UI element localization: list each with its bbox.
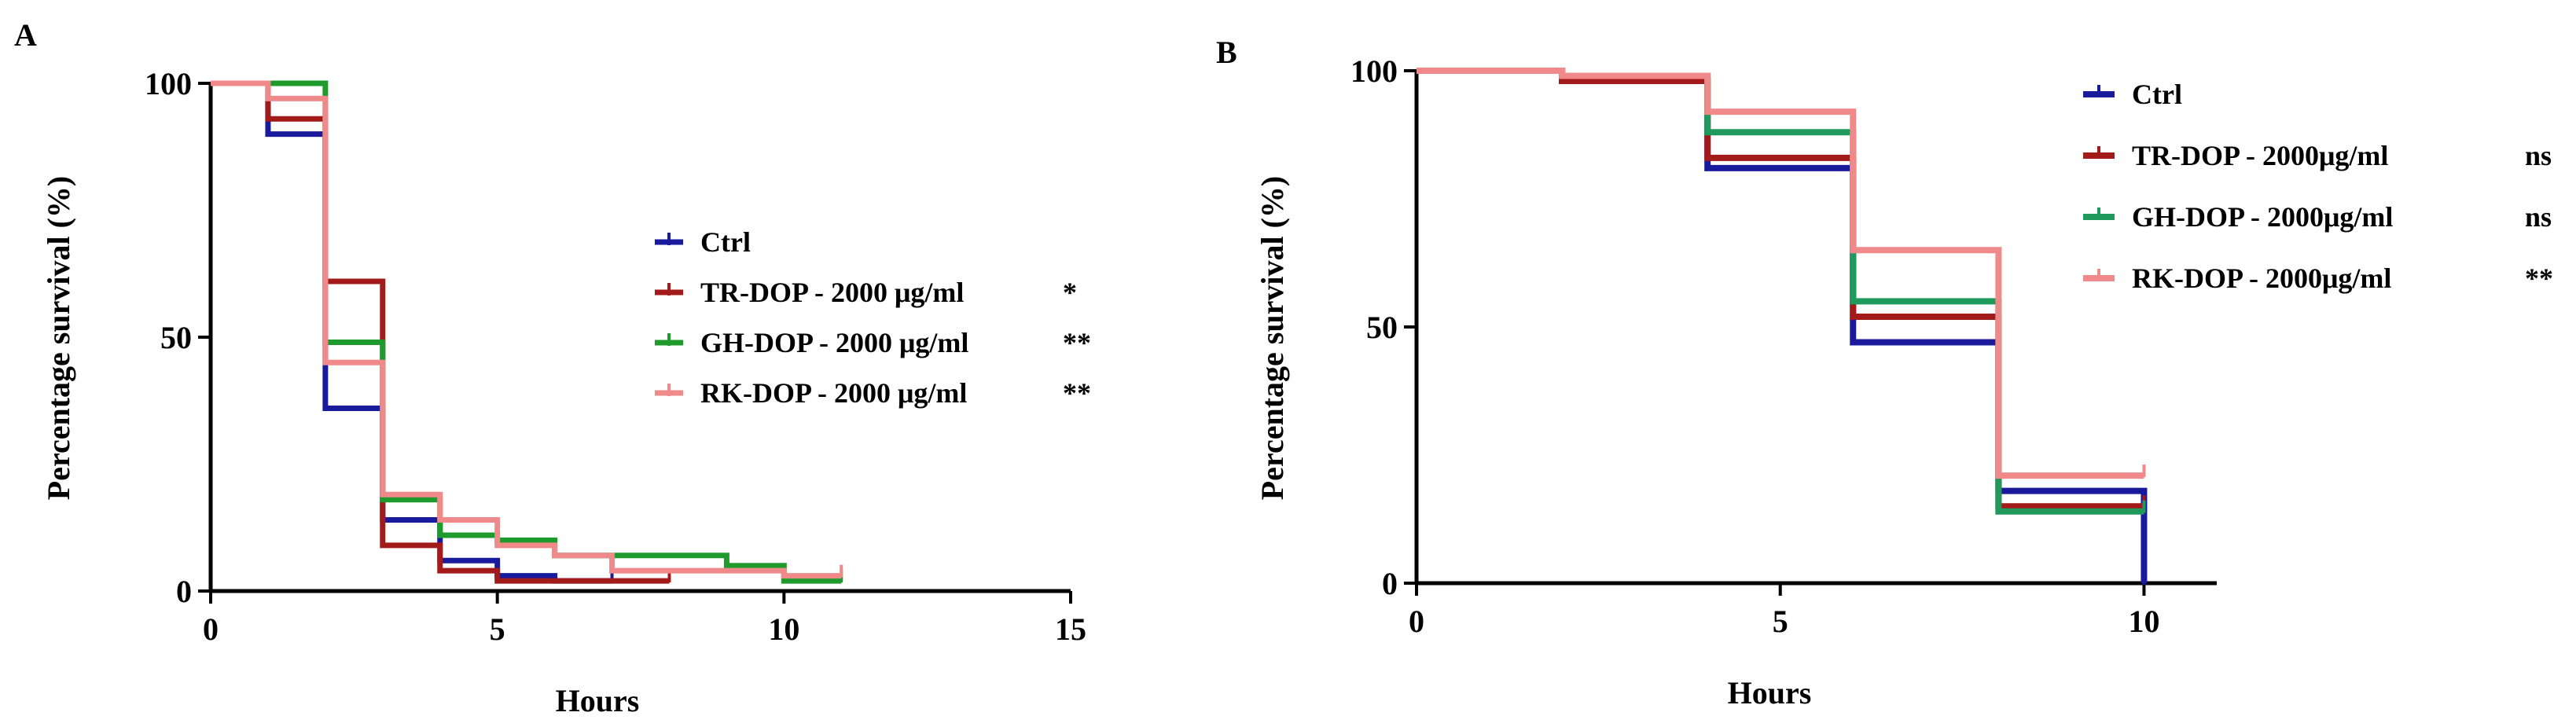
survival-curve-rk-dop (211, 80, 842, 579)
y-tick-label: 0 (176, 574, 192, 609)
x-tick-label: 5 (490, 611, 505, 647)
significance-marker: ns (2525, 201, 2552, 233)
y-tick-label: 0 (1382, 566, 1398, 601)
survival-curve-rk-dop (1417, 68, 2144, 479)
survival-curve-ctrl (211, 80, 612, 584)
legend-label: TR-DOP - 2000 μg/ml (700, 277, 964, 308)
y-tick-label: 100 (145, 66, 192, 101)
legend-label: Ctrl (700, 226, 751, 258)
significance-marker: ** (1063, 377, 1091, 409)
significance-marker: * (1063, 277, 1077, 308)
significance-marker: ns (2525, 140, 2552, 171)
significance-marker: ** (1063, 327, 1091, 358)
x-tick-label: 0 (203, 611, 219, 647)
legend-label: GH-DOP - 2000 μg/ml (700, 327, 968, 358)
y-tick-label: 50 (160, 320, 192, 355)
legend-label: GH-DOP - 2000μg/ml (2132, 201, 2393, 233)
significance-marker: ** (2525, 263, 2553, 294)
x-tick-label: 10 (2128, 604, 2159, 639)
legend-label: TR-DOP - 2000μg/ml (2132, 140, 2388, 171)
panel-label: B (1216, 35, 1237, 70)
legend-label: RK-DOP - 2000 μg/ml (700, 377, 967, 409)
survival-curve-tr-dop (1417, 68, 2144, 510)
x-tick-label: 15 (1055, 611, 1086, 647)
survival-curve-tr-dop (211, 80, 670, 584)
panel-a: A 0 5 10 15 0 50 100 Hours Percentage survival (%… (14, 17, 1091, 718)
panel-label: A (14, 17, 37, 53)
y-tick-label: 50 (1366, 310, 1398, 345)
survival-curve-gh-dop (1417, 68, 2144, 515)
x-tick-label: 10 (768, 611, 799, 647)
x-tick-label: 5 (1773, 604, 1788, 639)
x-axis-title: Hours (556, 683, 640, 718)
y-tick-label: 100 (1350, 53, 1398, 89)
legend-label: Ctrl (2132, 79, 2182, 110)
x-axis-title: Hours (1728, 675, 1812, 710)
legend-label: RK-DOP - 2000μg/ml (2132, 263, 2391, 294)
y-axis-title: Percentage survival (%) (1255, 176, 1290, 500)
x-tick-label: 0 (1409, 604, 1424, 639)
y-axis-title: Percentage survival (%) (41, 176, 76, 500)
